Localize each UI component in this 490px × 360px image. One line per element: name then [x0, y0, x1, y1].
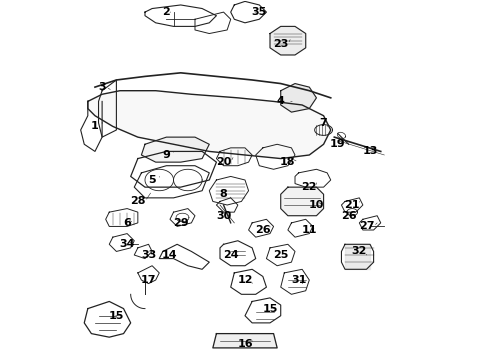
Polygon shape [88, 91, 331, 158]
Polygon shape [281, 84, 317, 112]
Text: 9: 9 [163, 150, 171, 160]
Polygon shape [270, 26, 306, 55]
Polygon shape [213, 334, 277, 348]
Text: 15: 15 [109, 311, 124, 321]
Text: 16: 16 [237, 339, 253, 349]
Text: 6: 6 [123, 218, 131, 228]
Text: 18: 18 [280, 157, 295, 167]
Text: 20: 20 [216, 157, 231, 167]
Text: 29: 29 [173, 218, 189, 228]
Text: 25: 25 [273, 250, 289, 260]
Text: 34: 34 [120, 239, 135, 249]
Text: 13: 13 [362, 147, 378, 157]
Text: 15: 15 [262, 303, 278, 314]
Text: 17: 17 [141, 275, 156, 285]
Text: 10: 10 [309, 200, 324, 210]
Text: 35: 35 [252, 7, 267, 17]
Polygon shape [281, 187, 323, 216]
Text: 2: 2 [163, 7, 171, 17]
Text: 26: 26 [255, 225, 270, 235]
Text: 30: 30 [216, 211, 231, 221]
Text: 14: 14 [162, 250, 178, 260]
Text: 26: 26 [341, 211, 356, 221]
Text: 28: 28 [130, 197, 146, 206]
Text: 22: 22 [301, 182, 317, 192]
Polygon shape [142, 137, 209, 162]
Text: 19: 19 [330, 139, 345, 149]
Polygon shape [345, 244, 370, 269]
Text: 31: 31 [291, 275, 306, 285]
Text: 12: 12 [237, 275, 253, 285]
Text: 24: 24 [223, 250, 239, 260]
Text: 32: 32 [352, 247, 367, 256]
Text: 27: 27 [359, 221, 374, 231]
Text: 7: 7 [319, 118, 327, 128]
Text: 21: 21 [344, 200, 360, 210]
Text: 11: 11 [301, 225, 317, 235]
Text: 4: 4 [277, 96, 285, 107]
Text: 8: 8 [220, 189, 227, 199]
Text: 23: 23 [273, 39, 289, 49]
Text: 3: 3 [98, 82, 106, 92]
Text: 5: 5 [148, 175, 156, 185]
Text: 1: 1 [91, 121, 99, 131]
Text: 33: 33 [141, 250, 156, 260]
